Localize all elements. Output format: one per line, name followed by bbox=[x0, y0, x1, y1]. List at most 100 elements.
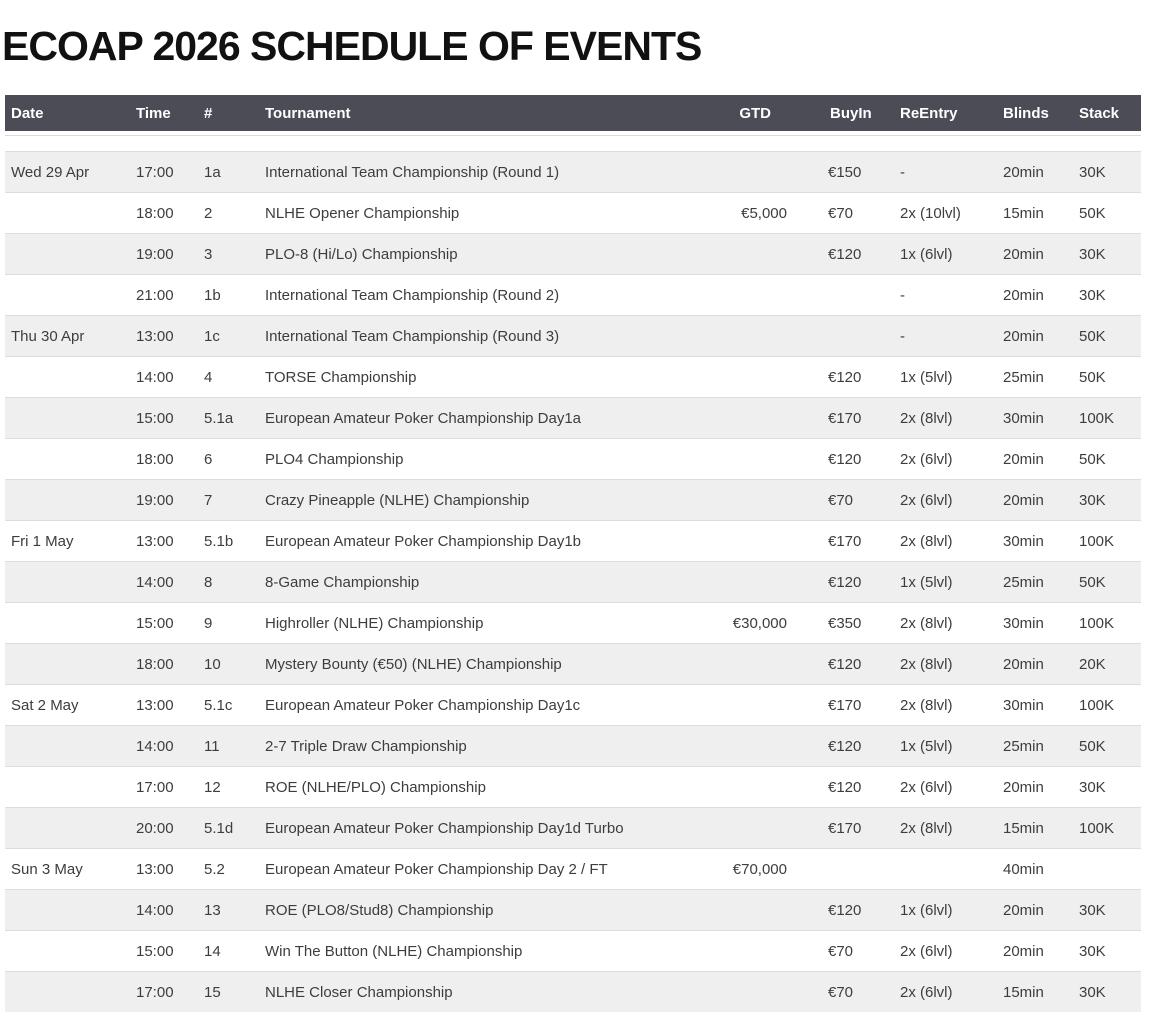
cell-reentry: 2x (10lvl) bbox=[894, 192, 996, 233]
cell-buyin: €120 bbox=[822, 233, 894, 274]
cell-num: 1b bbox=[198, 274, 259, 315]
cell-date bbox=[5, 602, 130, 643]
cell-blinds: 40min bbox=[996, 848, 1073, 889]
cell-tournament: European Amateur Poker Championship Day1… bbox=[259, 397, 699, 438]
cell-gtd bbox=[699, 971, 822, 1012]
cell-time: 19:00 bbox=[130, 233, 198, 274]
cell-blinds: 30min bbox=[996, 602, 1073, 643]
cell-blinds: 20min bbox=[996, 438, 1073, 479]
cell-reentry: 1x (5lvl) bbox=[894, 725, 996, 766]
cell-tournament: European Amateur Poker Championship Day1… bbox=[259, 807, 699, 848]
cell-num: 1c bbox=[198, 315, 259, 356]
cell-time: 14:00 bbox=[130, 356, 198, 397]
cell-gtd bbox=[699, 520, 822, 561]
cell-tournament: ROE (PLO8/Stud8) Championship bbox=[259, 889, 699, 930]
table-row: Fri 1 May 13:00 5.1b European Amateur Poker… bbox=[5, 520, 1141, 561]
cell-reentry: - bbox=[894, 274, 996, 315]
cell-reentry bbox=[894, 848, 996, 889]
table-row: Wed 29 Apr 17:00 1a International Team Cham… bbox=[5, 151, 1141, 192]
cell-blinds: 20min bbox=[996, 151, 1073, 192]
cell-time: 17:00 bbox=[130, 971, 198, 1012]
col-header-gtd: GTD bbox=[699, 95, 822, 135]
table-row: 20:00 5.1d European Amateur Poker Champion… bbox=[5, 807, 1141, 848]
cell-date bbox=[5, 971, 130, 1012]
schedule-table: Date Time # Tournament GTD BuyIn ReEntry… bbox=[5, 95, 1141, 1012]
cell-stack: 30K bbox=[1073, 274, 1141, 315]
cell-num: 5.2 bbox=[198, 848, 259, 889]
table-row: Sat 2 May 13:00 5.1c European Amateur Poker… bbox=[5, 684, 1141, 725]
cell-blinds: 15min bbox=[996, 971, 1073, 1012]
cell-tournament: Mystery Bounty (€50) (NLHE) Championship bbox=[259, 643, 699, 684]
col-header-blinds: Blinds bbox=[996, 95, 1073, 135]
cell-date bbox=[5, 274, 130, 315]
cell-blinds: 20min bbox=[996, 274, 1073, 315]
col-header-time: Time bbox=[130, 95, 198, 135]
cell-gtd bbox=[699, 479, 822, 520]
cell-num: 10 bbox=[198, 643, 259, 684]
cell-buyin: €70 bbox=[822, 971, 894, 1012]
cell-date bbox=[5, 766, 130, 807]
cell-buyin: €170 bbox=[822, 397, 894, 438]
cell-stack: 50K bbox=[1073, 725, 1141, 766]
cell-time: 18:00 bbox=[130, 192, 198, 233]
table-row: 15:00 9 Highroller (NLHE) Championship €30,… bbox=[5, 602, 1141, 643]
cell-tournament: PLO4 Championship bbox=[259, 438, 699, 479]
cell-tournament: International Team Championship (Round 3… bbox=[259, 315, 699, 356]
cell-stack: 100K bbox=[1073, 684, 1141, 725]
cell-date bbox=[5, 725, 130, 766]
table-row: 21:00 1b International Team Championship (… bbox=[5, 274, 1141, 315]
cell-tournament: European Amateur Poker Championship Day … bbox=[259, 848, 699, 889]
cell-gtd bbox=[699, 807, 822, 848]
cell-num: 15 bbox=[198, 971, 259, 1012]
cell-reentry: 1x (6lvl) bbox=[894, 889, 996, 930]
cell-date bbox=[5, 233, 130, 274]
cell-stack: 30K bbox=[1073, 151, 1141, 192]
cell-buyin: €150 bbox=[822, 151, 894, 192]
cell-gtd bbox=[699, 561, 822, 602]
cell-date: Sun 3 May bbox=[5, 848, 130, 889]
cell-reentry: 2x (6lvl) bbox=[894, 766, 996, 807]
cell-num: 2 bbox=[198, 192, 259, 233]
cell-gtd: €5,000 bbox=[699, 192, 822, 233]
cell-date bbox=[5, 889, 130, 930]
cell-num: 5.1c bbox=[198, 684, 259, 725]
table-row: 15:00 14 Win The Button (NLHE) Championshi… bbox=[5, 930, 1141, 971]
cell-buyin: €120 bbox=[822, 889, 894, 930]
cell-blinds: 25min bbox=[996, 356, 1073, 397]
cell-blinds: 20min bbox=[996, 315, 1073, 356]
cell-time: 13:00 bbox=[130, 848, 198, 889]
cell-tournament: PLO-8 (Hi/Lo) Championship bbox=[259, 233, 699, 274]
cell-num: 3 bbox=[198, 233, 259, 274]
cell-time: 13:00 bbox=[130, 520, 198, 561]
table-row: 18:00 6 PLO4 Championship €120 2x (6lvl) 20mi… bbox=[5, 438, 1141, 479]
cell-buyin: €120 bbox=[822, 643, 894, 684]
cell-time: 17:00 bbox=[130, 151, 198, 192]
cell-reentry: 2x (6lvl) bbox=[894, 438, 996, 479]
cell-tournament: 2-7 Triple Draw Championship bbox=[259, 725, 699, 766]
cell-tournament: ROE (NLHE/PLO) Championship bbox=[259, 766, 699, 807]
cell-blinds: 20min bbox=[996, 233, 1073, 274]
cell-blinds: 15min bbox=[996, 192, 1073, 233]
cell-blinds: 25min bbox=[996, 725, 1073, 766]
cell-gtd bbox=[699, 274, 822, 315]
cell-num: 5.1d bbox=[198, 807, 259, 848]
cell-tournament: NLHE Opener Championship bbox=[259, 192, 699, 233]
cell-stack: 30K bbox=[1073, 479, 1141, 520]
cell-stack: 50K bbox=[1073, 192, 1141, 233]
cell-stack: 30K bbox=[1073, 971, 1141, 1012]
cell-date bbox=[5, 930, 130, 971]
schedule-table-body: Wed 29 Apr 17:00 1a International Team Cham… bbox=[5, 135, 1141, 1012]
cell-gtd: €30,000 bbox=[699, 602, 822, 643]
cell-tournament: Crazy Pineapple (NLHE) Championship bbox=[259, 479, 699, 520]
cell-num: 8 bbox=[198, 561, 259, 602]
cell-tournament: NLHE Closer Championship bbox=[259, 971, 699, 1012]
cell-time: 14:00 bbox=[130, 725, 198, 766]
cell-reentry: 1x (6lvl) bbox=[894, 233, 996, 274]
cell-num: 12 bbox=[198, 766, 259, 807]
cell-date bbox=[5, 807, 130, 848]
cell-tournament: Win The Button (NLHE) Championship bbox=[259, 930, 699, 971]
cell-num: 6 bbox=[198, 438, 259, 479]
cell-reentry: - bbox=[894, 151, 996, 192]
cell-reentry: 2x (6lvl) bbox=[894, 930, 996, 971]
